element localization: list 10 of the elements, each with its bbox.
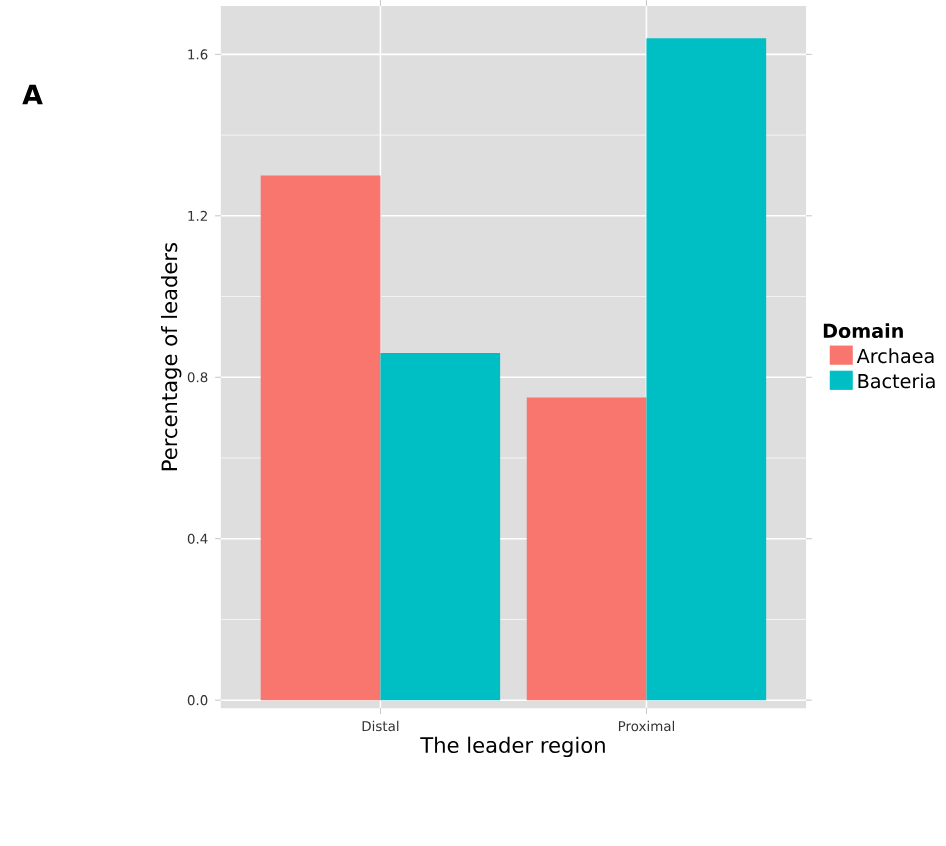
bar xyxy=(646,38,767,701)
text: A xyxy=(22,84,43,105)
legend-label: Bacteria xyxy=(858,373,935,389)
legend-label: Archaea xyxy=(856,348,934,364)
bar xyxy=(526,397,647,701)
y-axis-title: Percentage of leaders xyxy=(160,243,182,471)
bar xyxy=(260,175,381,701)
x-axis-title: The leader region xyxy=(420,736,605,758)
legend-title: Domain xyxy=(823,323,903,339)
bar xyxy=(380,353,501,701)
